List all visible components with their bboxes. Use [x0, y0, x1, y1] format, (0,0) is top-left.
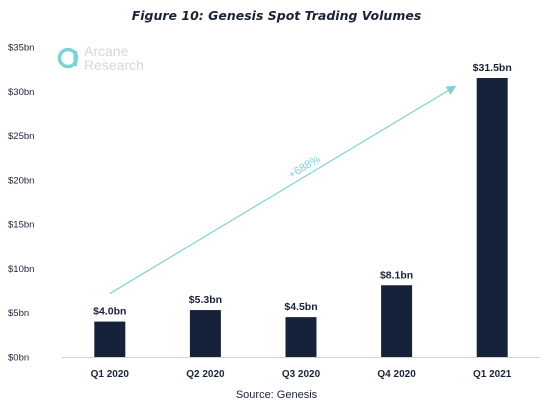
- growth-arrow: [109, 85, 457, 295]
- bar: [285, 317, 317, 357]
- x-tick-label: Q2 2020: [186, 369, 225, 380]
- y-tick-label: $5bn: [8, 308, 29, 319]
- chart-source: Source: Genesis: [235, 389, 318, 401]
- logo-text-line2: Research: [84, 57, 144, 73]
- y-tick-label: $25bn: [8, 131, 34, 142]
- y-tick-label: $10bn: [8, 264, 34, 275]
- chart-title: Figure 10: Genesis Spot Trading Volumes: [131, 8, 422, 23]
- y-tick-label: $35bn: [8, 43, 34, 54]
- logo-text-line1: Arcane: [84, 43, 129, 59]
- x-tick-label: Q1 2021: [473, 369, 512, 380]
- logo-mark-icon: [57, 47, 79, 69]
- y-tick-label: $15bn: [8, 220, 34, 231]
- y-tick-label: $20bn: [8, 175, 34, 186]
- bar: [94, 321, 126, 357]
- data-label: $4.0bn: [93, 306, 126, 318]
- bar: [381, 285, 413, 357]
- data-label: $8.1bn: [380, 269, 413, 281]
- y-tick-label: $30bn: [8, 87, 34, 98]
- data-label: $4.5bn: [284, 301, 317, 313]
- x-tick-label: Q4 2020: [377, 369, 416, 380]
- data-label: $5.3bn: [189, 294, 222, 306]
- x-tick-label: Q3 2020: [282, 369, 321, 380]
- arcane-research-logo: Arcane Research: [57, 44, 157, 74]
- y-tick-label: $0bn: [8, 353, 29, 364]
- bar: [189, 310, 221, 357]
- bar: [476, 78, 508, 357]
- data-label: $31.5bn: [473, 62, 512, 74]
- x-tick-label: Q1 2020: [91, 369, 130, 380]
